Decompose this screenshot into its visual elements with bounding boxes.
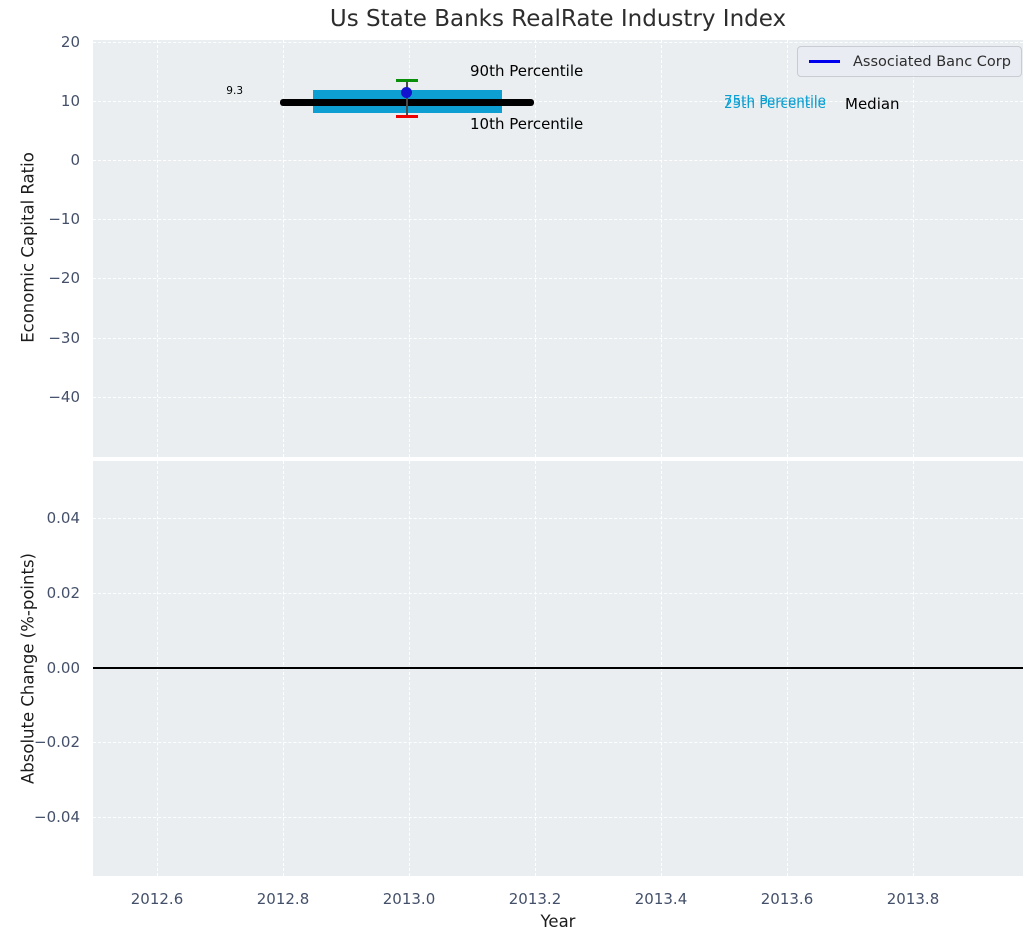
gridline-vertical	[787, 40, 788, 457]
gridline-horizontal	[93, 817, 1023, 818]
p10-cap	[396, 115, 418, 118]
ytick-top: 0	[70, 151, 80, 169]
chart-title: Us State Banks RealRate Industry Index	[329, 6, 787, 32]
gridline-horizontal	[93, 593, 1023, 594]
gridline-horizontal	[93, 518, 1023, 519]
gridline-horizontal	[93, 397, 1023, 398]
gridline-horizontal	[93, 219, 1023, 220]
gridline-vertical	[157, 40, 158, 457]
gridline-horizontal	[93, 742, 1023, 743]
ytick-top: 10	[60, 92, 80, 110]
legend-label: Associated Banc Corp	[853, 53, 1011, 70]
gridline-horizontal	[93, 101, 1023, 102]
xtick: 2013.8	[886, 890, 940, 908]
gridline-horizontal	[93, 42, 1023, 43]
xtick: 2013.2	[508, 890, 562, 908]
p90-cap	[396, 79, 418, 82]
gridline-vertical	[535, 40, 536, 457]
xtick: 2013.6	[760, 890, 814, 908]
bottom-y-axis-label: Absolute Change (%-points)	[18, 553, 38, 784]
xtick: 2013.0	[382, 890, 436, 908]
ytick-top: −20	[48, 269, 80, 287]
ytick-top: −40	[48, 388, 80, 406]
p90-label: 90th Percentile	[470, 62, 584, 80]
legend-line-swatch	[809, 60, 840, 63]
errorbar-line	[406, 80, 408, 117]
gridline-horizontal	[93, 338, 1023, 339]
ytick-bottom: 0.02	[46, 584, 80, 602]
x-axis-label: Year	[540, 912, 576, 931]
gridline-horizontal	[93, 278, 1023, 279]
gridline-vertical	[409, 40, 410, 457]
top-y-axis-label: Economic Capital Ratio	[18, 152, 38, 343]
gridline-vertical	[913, 40, 914, 457]
p10-label: 10th Percentile	[470, 115, 584, 133]
zero-line	[93, 667, 1023, 669]
company-point	[401, 87, 412, 98]
ytick-bottom: −0.04	[34, 808, 80, 826]
gridline-vertical	[661, 40, 662, 457]
ytick-top: 20	[60, 33, 80, 51]
xtick: 2012.6	[130, 890, 184, 908]
xtick: 2012.8	[256, 890, 310, 908]
median-value-label: 9.3	[226, 85, 243, 97]
top-axes: 9.3 90th Percentile 10th Percentile 75th…	[93, 40, 1023, 457]
xtick: 2013.4	[634, 890, 688, 908]
legend: Associated Banc Corp	[797, 46, 1022, 77]
p75-label: 75th Percentile	[724, 93, 826, 109]
bottom-axes	[93, 461, 1023, 876]
ytick-bottom: −0.02	[34, 733, 80, 751]
ytick-top: −10	[48, 210, 80, 228]
gridline-horizontal	[93, 160, 1023, 161]
ytick-bottom: 0.00	[46, 659, 80, 677]
p25-label: 25th Percentile	[724, 96, 826, 112]
ytick-bottom: 0.04	[46, 509, 80, 527]
gridline-vertical	[283, 40, 284, 457]
median-label: Median	[845, 95, 900, 113]
ytick-top: −30	[48, 329, 80, 347]
